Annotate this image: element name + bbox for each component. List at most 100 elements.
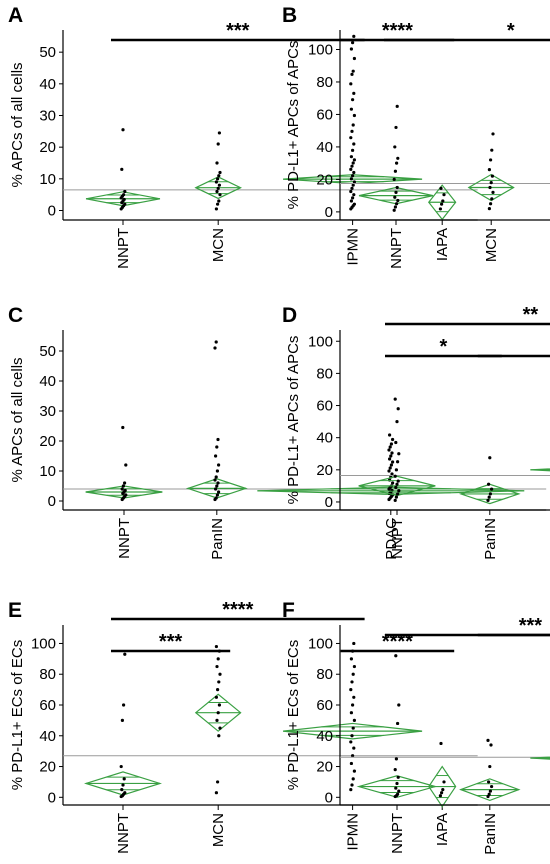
data-point (215, 493, 219, 497)
data-point (217, 174, 221, 178)
data-point (349, 82, 353, 86)
data-point (487, 207, 491, 211)
data-point (218, 672, 222, 676)
y-tick-label: 40 (39, 728, 56, 745)
data-point (213, 478, 217, 482)
category-label: MCN (483, 228, 500, 262)
data-point (396, 198, 400, 203)
y-axis-label: % APCs of all cells (9, 62, 26, 187)
data-point (395, 104, 399, 108)
category-label: NNPT (115, 228, 132, 269)
data-point (389, 463, 393, 467)
data-point (123, 652, 127, 656)
data-point (123, 189, 127, 194)
data-point (390, 472, 394, 476)
data-point (351, 69, 355, 73)
data-point (349, 788, 353, 792)
data-point (352, 695, 356, 699)
significance-label: **** (382, 631, 413, 653)
data-point (351, 183, 355, 187)
data-point (442, 780, 446, 784)
panel-f: F % PD-L1+ ECs of ECs 0 20 40 60 80 100 NNPT PanI… (282, 599, 550, 855)
data-point (487, 482, 491, 486)
data-point (396, 792, 400, 796)
y-tick-label: 100 (308, 333, 333, 350)
data-point (217, 703, 221, 707)
data-point (216, 177, 220, 181)
panel-letter: D (282, 304, 297, 327)
data-point (349, 136, 353, 140)
significance-label: *** (519, 615, 543, 637)
data-point (393, 145, 397, 149)
data-point (388, 457, 392, 461)
data-point (352, 56, 356, 61)
data-point (351, 726, 355, 730)
data-point (490, 784, 494, 789)
data-point (351, 196, 355, 200)
data-point (393, 768, 397, 772)
data-point (487, 780, 491, 784)
y-tick-label: 30 (39, 108, 56, 125)
data-point (349, 155, 353, 159)
data-point (351, 754, 355, 758)
data-point (121, 128, 125, 132)
data-point (490, 197, 494, 201)
category-label: IAPA (434, 228, 451, 261)
data-point (216, 142, 220, 146)
data-point (216, 481, 220, 485)
data-point (395, 185, 399, 190)
data-point (491, 132, 495, 136)
y-axis-label: % PD-L1+ APCs of APCs (285, 41, 302, 210)
data-point (440, 202, 444, 206)
panel-letter: F (282, 599, 295, 622)
data-point (395, 202, 399, 206)
y-tick-label: 60 (39, 697, 56, 714)
data-point (488, 789, 492, 793)
data-point (218, 726, 222, 730)
data-point (390, 451, 394, 455)
data-point (442, 193, 446, 197)
data-point (120, 487, 124, 491)
data-point (395, 482, 399, 486)
data-point (491, 190, 495, 194)
data-point (488, 185, 492, 190)
y-tick-label: 40 (39, 373, 56, 390)
data-point (349, 47, 353, 51)
significance-label: ** (523, 304, 539, 326)
data-point (119, 764, 123, 769)
significance-label: * (507, 20, 515, 42)
data-point (217, 463, 221, 467)
data-point (486, 498, 490, 502)
panel-c: C % APCs of all cells 0 10 20 30 40 50 NNPT PanIN… (8, 304, 547, 560)
data-point (351, 161, 355, 165)
category-label: MCN (210, 228, 227, 262)
data-point (214, 454, 218, 458)
data-point (122, 197, 126, 202)
category-label: PDAC (383, 518, 400, 560)
data-point (388, 433, 392, 437)
y-tick-label: 20 (39, 433, 56, 450)
data-point (349, 167, 353, 171)
data-point (216, 202, 220, 206)
y-tick-label: 40 (316, 430, 333, 447)
data-point (439, 186, 443, 190)
data-point (217, 490, 221, 494)
data-point (396, 492, 400, 496)
data-point (490, 487, 494, 491)
data-point (392, 208, 396, 212)
data-point (438, 794, 442, 798)
data-point (350, 783, 354, 787)
significance-label: *** (159, 631, 183, 653)
data-point (394, 757, 398, 761)
data-point (396, 460, 400, 464)
category-label: NNPT (389, 813, 406, 854)
data-point (350, 186, 354, 190)
data-point (216, 186, 220, 190)
data-point (217, 734, 221, 738)
data-point (487, 168, 491, 172)
data-point (216, 657, 220, 661)
panel-letter: E (8, 599, 22, 622)
data-point (217, 131, 221, 135)
y-tick-label: 0 (325, 494, 333, 511)
data-point (397, 703, 401, 707)
